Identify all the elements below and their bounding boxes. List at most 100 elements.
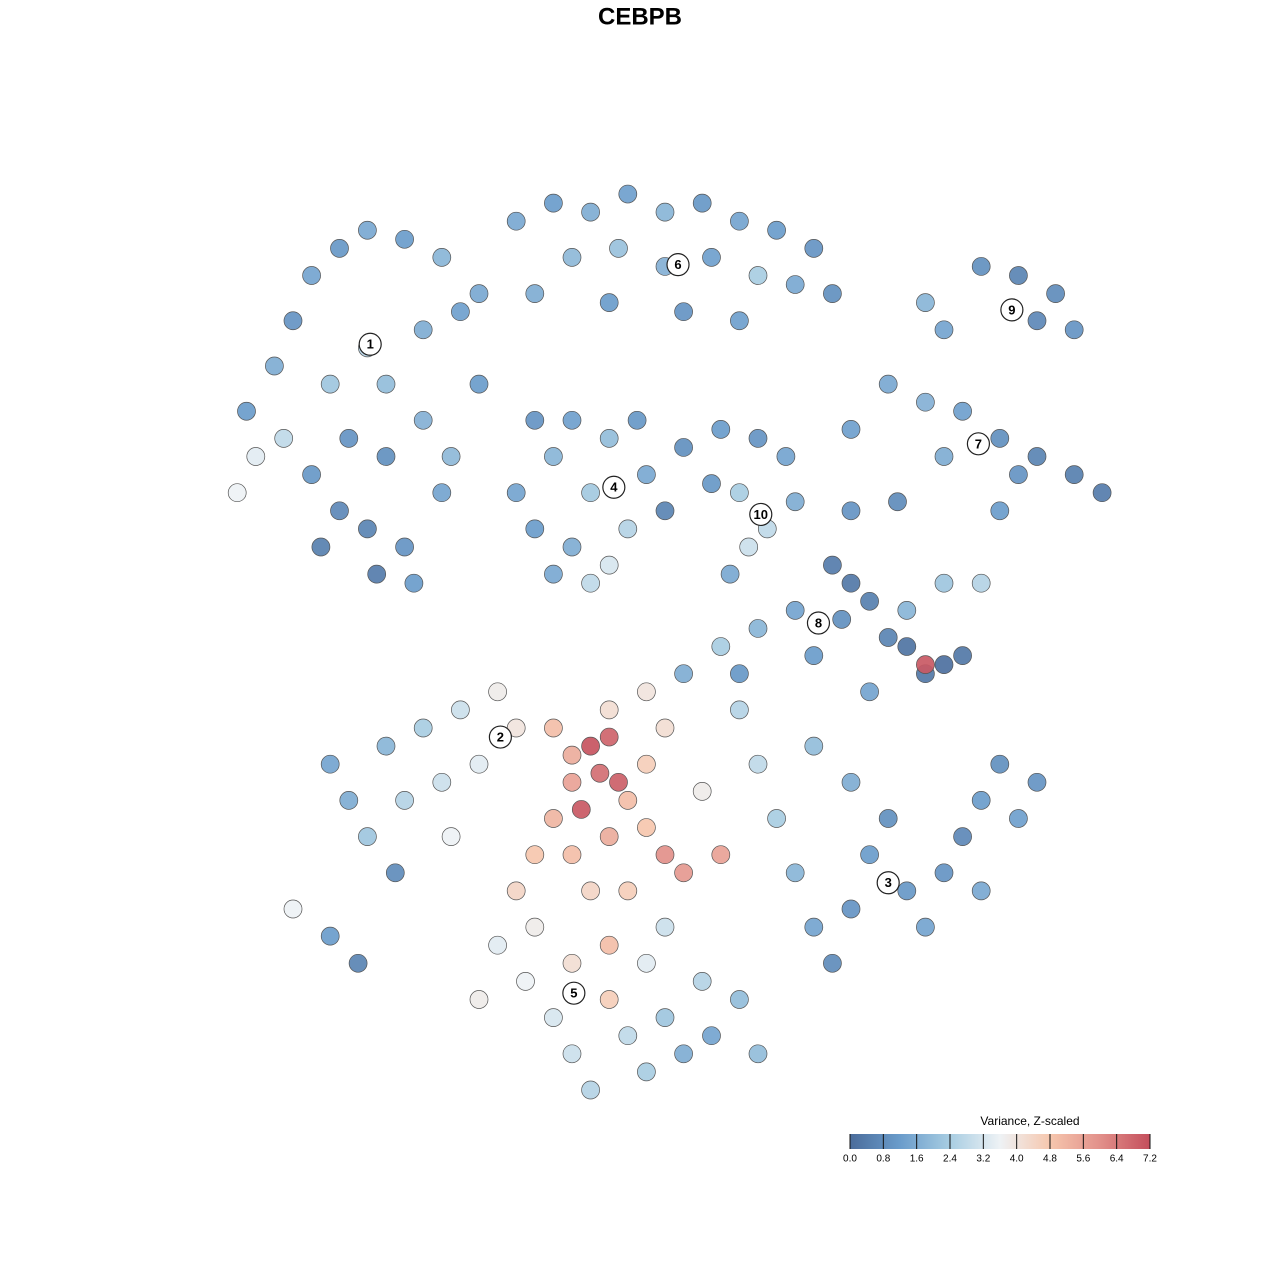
cluster-badge <box>358 332 382 356</box>
cell-point <box>934 863 954 883</box>
cell-point <box>916 655 935 675</box>
cell-point <box>953 401 972 421</box>
cell-point <box>804 917 824 937</box>
cell-point <box>860 845 879 865</box>
cell-point <box>730 211 749 231</box>
cell-point <box>618 184 638 204</box>
cell-point <box>730 311 749 331</box>
cell-point <box>711 637 731 656</box>
cell-point <box>544 193 563 213</box>
cell-point <box>878 374 898 394</box>
colorbar-tick-label: 2.4 <box>943 1154 957 1165</box>
cluster-badge <box>562 981 586 1005</box>
cell-point <box>227 483 247 503</box>
cell-point <box>367 564 387 584</box>
cell-point <box>730 700 749 720</box>
cell-point <box>469 284 489 303</box>
cell-point <box>934 573 954 593</box>
cell-point <box>320 374 340 394</box>
cell-point <box>581 736 600 756</box>
cell-point <box>385 863 405 883</box>
cell-point <box>971 257 991 276</box>
cell-point <box>302 266 321 285</box>
cell-point <box>1027 311 1047 331</box>
cell-point <box>674 1044 693 1064</box>
cell-point <box>358 220 377 240</box>
cell-point <box>841 420 861 439</box>
cluster-label: 4 <box>610 480 618 495</box>
cell-point <box>599 727 619 747</box>
cell-point <box>506 483 526 503</box>
cell-point <box>1064 465 1084 484</box>
cell-point <box>562 745 582 765</box>
cell-point <box>785 492 805 512</box>
cell-point <box>748 266 768 285</box>
cell-point <box>283 899 303 919</box>
cell-point <box>934 320 954 340</box>
cell-point <box>599 293 619 312</box>
cell-point <box>785 600 805 620</box>
cell-point <box>748 429 768 448</box>
cell-point <box>637 953 656 973</box>
cell-point <box>655 1008 675 1027</box>
cell-point <box>702 1026 721 1046</box>
cell-point <box>618 1026 638 1046</box>
cell-point <box>488 682 507 702</box>
cell-point <box>804 239 824 258</box>
cell-point <box>916 392 935 412</box>
cell-point <box>711 420 731 439</box>
cell-point <box>767 220 786 240</box>
cell-point <box>618 519 638 539</box>
cell-point <box>1009 465 1028 484</box>
cell-point <box>265 356 284 376</box>
cell-point <box>655 845 675 865</box>
cell-point <box>776 447 796 466</box>
cluster-badge <box>488 725 512 749</box>
cell-point <box>376 374 396 394</box>
cell-point <box>599 700 619 720</box>
cell-point <box>330 501 349 521</box>
cell-point <box>674 438 693 457</box>
cell-point <box>637 1062 656 1082</box>
cluster-label: 6 <box>674 257 681 272</box>
cell-point <box>376 736 396 756</box>
cell-point <box>841 573 861 593</box>
cluster-badge <box>806 611 831 635</box>
cell-point <box>581 483 600 503</box>
cell-point <box>674 302 693 322</box>
cell-point <box>562 1044 582 1064</box>
cell-point <box>395 229 414 249</box>
cell-point <box>581 881 600 901</box>
cell-point <box>441 827 461 846</box>
cell-point <box>804 736 824 756</box>
cell-point <box>413 320 433 340</box>
cell-point <box>599 935 619 955</box>
cell-point <box>655 202 675 222</box>
cell-point <box>655 718 675 738</box>
cell-point <box>916 293 935 312</box>
cell-point <box>637 465 656 484</box>
colorbar-tick-label: 0.8 <box>876 1154 890 1165</box>
cell-point <box>469 990 489 1009</box>
cell-point <box>990 429 1010 448</box>
cell-point <box>702 474 721 493</box>
cell-point <box>1046 284 1065 303</box>
cell-point <box>432 248 452 267</box>
cell-point <box>637 682 656 702</box>
cell-point <box>878 628 898 647</box>
cell-point <box>544 564 563 584</box>
cell-point <box>320 926 340 946</box>
cell-point <box>1027 772 1047 792</box>
cluster-label: 8 <box>815 615 822 630</box>
cell-point <box>451 302 470 322</box>
cell-point <box>785 863 805 883</box>
cell-point <box>878 809 898 828</box>
cell-point <box>562 953 582 973</box>
cell-point <box>404 573 424 593</box>
cluster-badge <box>602 475 626 499</box>
cell-point <box>544 1008 563 1027</box>
cell-point <box>804 646 824 665</box>
cell-point <box>544 718 563 738</box>
cell-point <box>274 429 294 448</box>
